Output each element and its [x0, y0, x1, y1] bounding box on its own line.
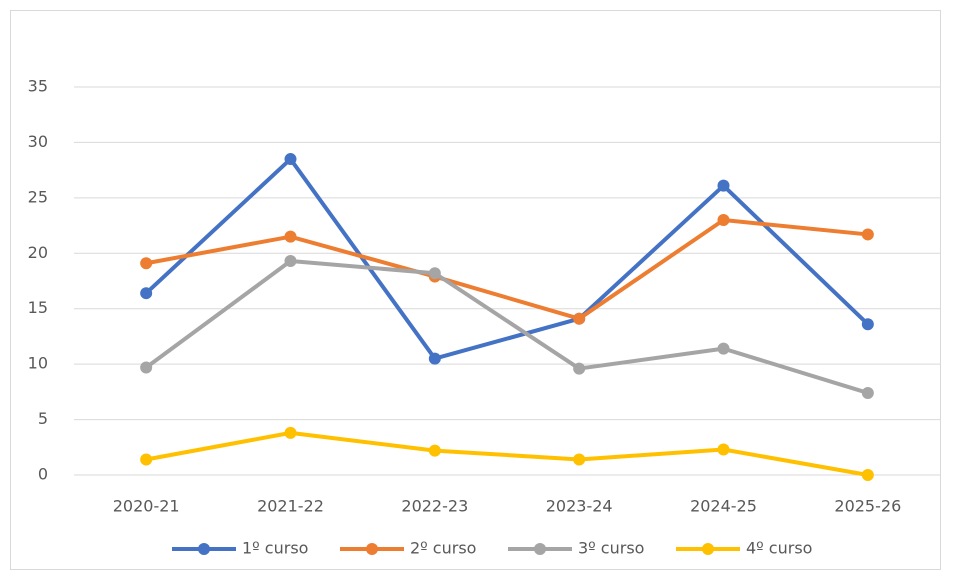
data-point — [140, 287, 153, 300]
data-point — [573, 362, 586, 375]
legend-label: 2º curso — [410, 539, 476, 558]
legend-marker — [534, 543, 546, 555]
data-point — [861, 318, 874, 331]
data-point — [284, 255, 297, 268]
x-tick-label: 2023-24 — [546, 497, 613, 516]
data-point — [284, 426, 297, 439]
legend-marker — [702, 543, 714, 555]
legend-marker — [198, 543, 210, 555]
data-point — [717, 342, 730, 355]
data-point — [861, 386, 874, 399]
legend-label: 4º curso — [746, 539, 812, 558]
data-point — [140, 453, 153, 466]
y-tick-label: 15 — [28, 298, 48, 317]
data-point — [428, 444, 441, 457]
data-point — [861, 469, 874, 481]
legend-label: 1º curso — [242, 539, 308, 558]
data-point — [284, 230, 297, 243]
y-tick-label: 10 — [28, 354, 48, 373]
series-line — [144, 259, 870, 395]
legend-label: 3º curso — [578, 539, 644, 558]
series-line — [144, 430, 870, 477]
series-line — [144, 157, 870, 361]
y-tick-label: 0 — [38, 465, 48, 484]
data-point — [717, 443, 730, 456]
data-point — [717, 179, 730, 192]
y-tick-label: 30 — [28, 132, 48, 151]
y-tick-label: 5 — [38, 409, 48, 428]
y-tick-label: 35 — [28, 77, 48, 96]
data-point — [140, 257, 153, 270]
data-point — [717, 214, 730, 227]
x-tick-label: 2020-21 — [113, 497, 180, 516]
x-tick-label: 2024-25 — [690, 497, 757, 516]
x-tick-label: 2025-26 — [834, 497, 901, 516]
x-tick-label: 2021-22 — [257, 497, 324, 516]
series-line — [144, 218, 870, 321]
data-point — [573, 312, 586, 325]
data-point — [861, 228, 874, 241]
data-point — [573, 453, 586, 466]
legend-marker — [366, 543, 378, 555]
data-point — [284, 153, 297, 166]
data-point — [140, 361, 153, 374]
data-point — [428, 267, 441, 280]
y-tick-label: 20 — [28, 243, 48, 262]
x-tick-label: 2022-23 — [401, 497, 468, 516]
data-point — [428, 352, 441, 365]
y-tick-label: 25 — [28, 187, 48, 206]
